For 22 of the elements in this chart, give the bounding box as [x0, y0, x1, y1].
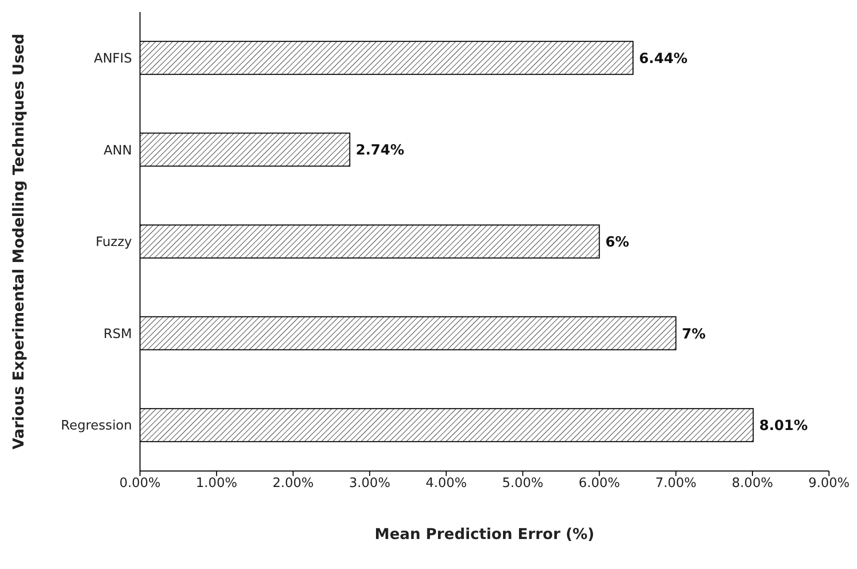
data-label: 6.44% [639, 50, 688, 67]
x-tick-label: 4.00% [426, 476, 467, 492]
x-tick-label: 3.00% [349, 476, 390, 492]
y-tick-label: ANN [104, 143, 132, 158]
y-tick-label: Regression [60, 418, 132, 434]
x-tick-label: 5.00% [502, 476, 544, 492]
x-tick-label: 8.00% [732, 476, 774, 492]
x-axis-title: Mean Prediction Error (%) [374, 525, 594, 543]
data-label: 8.01% [759, 418, 808, 434]
data-label: 6% [605, 234, 630, 250]
data-label: 7% [682, 326, 706, 342]
y-tick-label: ANFIS [94, 52, 132, 67]
y-tick-label: Fuzzy [96, 235, 132, 250]
y-tick-label: RSM [103, 326, 132, 342]
x-tick-label: 2.00% [272, 476, 314, 492]
x-tick-label: 6.00% [578, 476, 620, 492]
y-axis-title: Various Experimental Modelling Techniques Used [9, 34, 28, 450]
data-label: 2.74% [356, 142, 404, 159]
x-tick-label: 0.00% [119, 476, 161, 492]
x-tick-label: 7.00% [655, 476, 697, 492]
x-tick-label: 9.00% [808, 476, 850, 492]
x-tick-label: 1.00% [196, 476, 238, 492]
